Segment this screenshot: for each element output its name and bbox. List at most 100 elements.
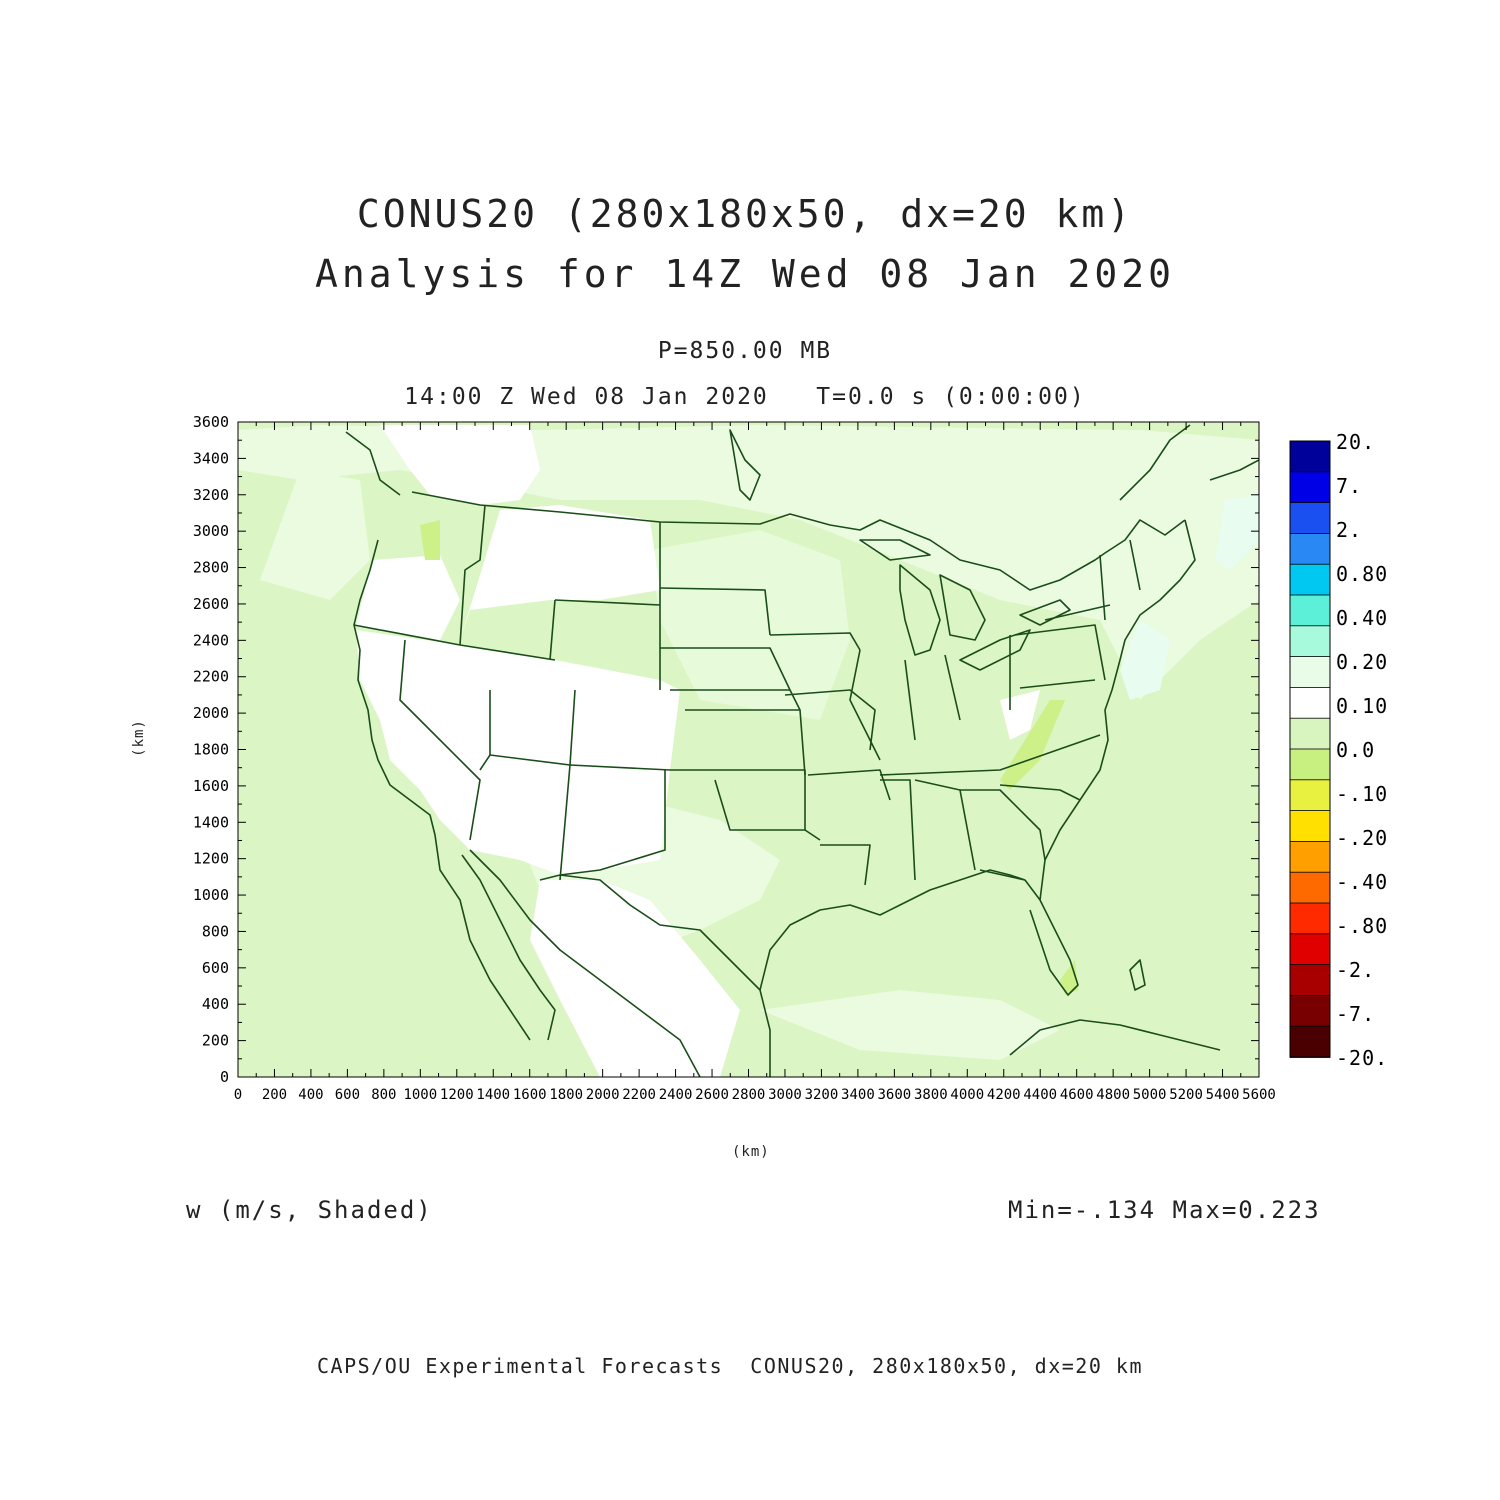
x-tick-label: 4600: [1060, 1087, 1094, 1103]
pressure-level: P=850.00 MB: [657, 338, 833, 364]
zero-shading: [356, 425, 1040, 1077]
geographic-boundaries: [345, 424, 1259, 1077]
y-tick-label: 3200: [193, 486, 229, 504]
field-label: w (m/s, Shaded): [186, 1196, 433, 1224]
x-tick-label: 3800: [914, 1087, 948, 1103]
x-tick-label: 1400: [476, 1087, 510, 1103]
colorbar-label: -.10: [1336, 782, 1388, 806]
x-tick-label: 2800: [732, 1087, 766, 1103]
x-tick-label: 5200: [1169, 1087, 1203, 1103]
y-axis-label: (km): [130, 719, 147, 757]
x-tick-label: 1000: [403, 1087, 437, 1103]
colorbar-swatch: [1289, 717, 1331, 750]
valid-time: 14:00 Z Wed 08 Jan 2020 T=0.0 s (0:00:00…: [404, 384, 1086, 410]
y-tick-label: 0: [220, 1068, 229, 1086]
colorbar-swatch: [1289, 1025, 1331, 1058]
x-tick-label: 1600: [513, 1087, 547, 1103]
x-tick-label: 2200: [622, 1087, 656, 1103]
x-tick-label: 5400: [1206, 1087, 1240, 1103]
near-zero-shading: [238, 425, 1259, 1060]
colorbar-label: -.40: [1336, 870, 1388, 894]
colorbar-swatch: [1289, 995, 1331, 1028]
colorbar-label: 20.: [1336, 430, 1375, 454]
colorbar-swatch: [1289, 871, 1331, 904]
x-tick-label: 4800: [1096, 1087, 1130, 1103]
x-tick-label: 4000: [950, 1087, 984, 1103]
y-tick-label: 2000: [193, 704, 229, 722]
x-tick-label: 5600: [1242, 1087, 1276, 1103]
min-max-readout: Min=-.134 Max=0.223: [1008, 1196, 1321, 1224]
x-tick-label: 0: [234, 1087, 242, 1103]
x-axis-label: (km): [732, 1144, 770, 1160]
x-tick-label: 2000: [586, 1087, 620, 1103]
x-tick-label: 3200: [805, 1087, 839, 1103]
colorbar-label: 0.0: [1336, 738, 1375, 762]
colorbar-swatch: [1289, 656, 1331, 689]
colorbar-swatch: [1289, 902, 1331, 935]
y-tick-label: 2800: [193, 559, 229, 577]
colorbar-swatch: [1289, 440, 1331, 473]
x-tick-label: 2600: [695, 1087, 729, 1103]
x-tick-label: 800: [371, 1087, 396, 1103]
y-tick-label: 600: [202, 959, 229, 977]
x-tick-label: 4200: [987, 1087, 1021, 1103]
colorbar-swatch: [1289, 687, 1331, 720]
colorbar: 20. 7. 2. 0.80 0.40 0.20 0.10 0.0 -.10 -.20 -.40 -.…: [1289, 430, 1388, 1070]
positive-shading: [1120, 495, 1259, 700]
colorbar-swatch: [1289, 779, 1331, 812]
colorbar-swatch: [1289, 625, 1331, 658]
plot-title-line2: Analysis for 14Z Wed 08 Jan 2020: [314, 252, 1176, 296]
y-tick-label: 800: [202, 922, 229, 940]
x-tick-label: 200: [262, 1087, 287, 1103]
y-tick-label: 2200: [193, 668, 229, 686]
x-tick-label: 5000: [1133, 1087, 1167, 1103]
x-tick-label: 600: [335, 1087, 360, 1103]
colorbar-frame: [1289, 440, 1331, 1058]
x-tick-label: 3000: [768, 1087, 802, 1103]
colorbar-label: 0.20: [1336, 650, 1388, 674]
colorbar-label: -.80: [1336, 914, 1388, 938]
colorbar-label: 0.80: [1336, 562, 1388, 586]
y-tick-label: 3000: [193, 522, 229, 540]
y-tick-label: 1800: [193, 741, 229, 759]
x-tick-label: 1800: [549, 1087, 583, 1103]
y-tick-label: 1400: [193, 813, 229, 831]
colorbar-swatch: [1289, 964, 1331, 997]
y-tick-label: 1600: [193, 777, 229, 795]
x-tick-label: 4400: [1023, 1087, 1057, 1103]
colorbar-swatch: [1289, 810, 1331, 843]
y-tick-label: 2400: [193, 631, 229, 649]
colorbar-label: -20.: [1336, 1046, 1388, 1070]
colorbar-swatch: [1289, 594, 1331, 627]
colorbar-swatch: [1289, 563, 1331, 596]
colorbar-label: -.20: [1336, 826, 1388, 850]
colorbar-label: 0.40: [1336, 606, 1388, 630]
negative-shading: [420, 520, 1078, 995]
colorbar-label: 2.: [1336, 518, 1362, 542]
y-tick-label: 400: [202, 995, 229, 1013]
y-tick-label: 1000: [193, 886, 229, 904]
colorbar-swatch: [1289, 841, 1331, 874]
colorbar-label: -7.: [1336, 1002, 1375, 1026]
colorbar-label: -2.: [1336, 958, 1375, 982]
x-tick-label: 3400: [841, 1087, 875, 1103]
colorbar-swatch: [1289, 471, 1331, 504]
y-axis-ticks: 0 200 400 600 800 1000 1200 1400 1600 1800 2000 220…: [193, 413, 1259, 1086]
colorbar-swatch: [1289, 933, 1331, 966]
x-axis-ticks: 0 200 400 600 800 1000 1200 1400 1600 1800 2000 220…: [234, 422, 1276, 1103]
colorbar-label: 7.: [1336, 474, 1362, 498]
y-tick-label: 200: [202, 1032, 229, 1050]
y-tick-label: 1200: [193, 850, 229, 868]
colorbar-swatch: [1289, 502, 1331, 535]
colorbar-label: 0.10: [1336, 694, 1388, 718]
footer-credit: CAPS/OU Experimental Forecasts CONUS20, …: [316, 1354, 1143, 1378]
x-tick-label: 3600: [877, 1087, 911, 1103]
x-tick-label: 400: [298, 1087, 323, 1103]
x-tick-label: 1200: [440, 1087, 474, 1103]
plot-title-line1: CONUS20 (280x180x50, dx=20 km): [356, 192, 1134, 236]
y-tick-label: 3600: [193, 413, 229, 431]
y-tick-label: 2600: [193, 595, 229, 613]
y-tick-label: 3400: [193, 449, 229, 467]
colorbar-swatch: [1289, 533, 1331, 566]
